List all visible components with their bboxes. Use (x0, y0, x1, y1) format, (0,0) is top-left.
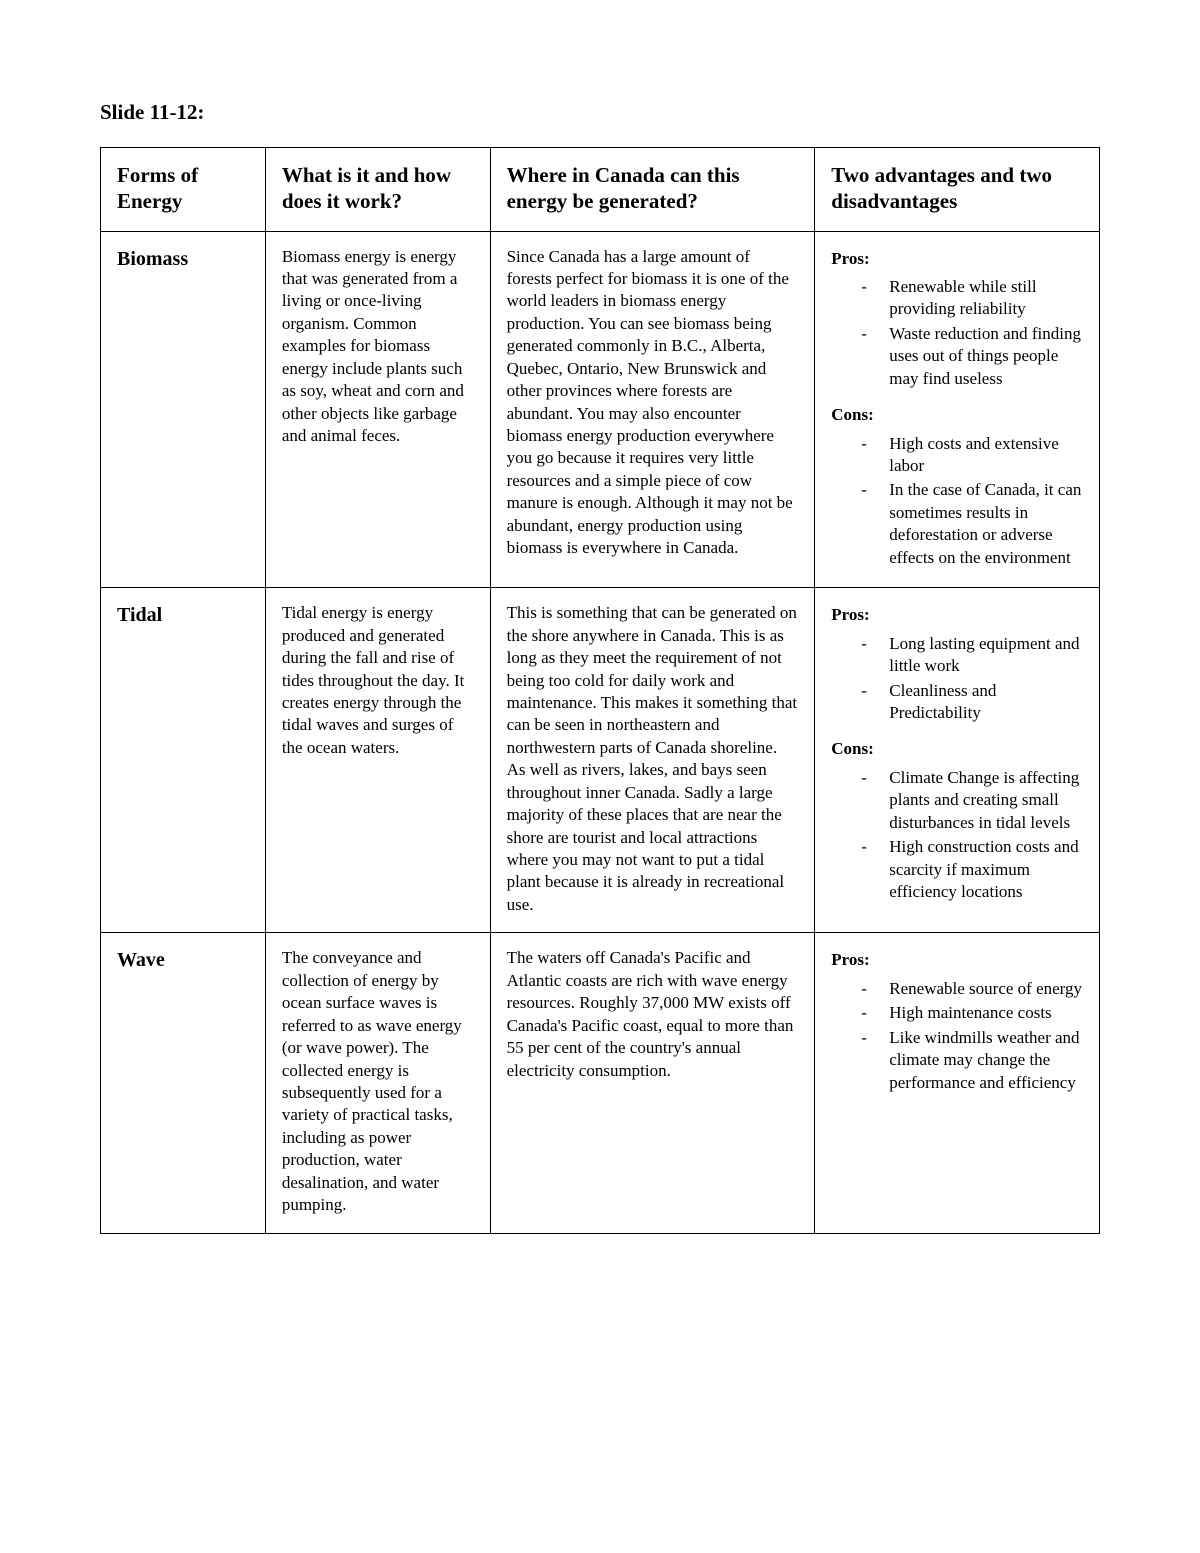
header-where: Where in Canada can this energy be gener… (490, 148, 815, 232)
pros-label: Pros: (831, 604, 1083, 626)
pros-list: Renewable while still providing reliabil… (831, 276, 1083, 390)
list-item: Climate Change is affecting plants and c… (861, 767, 1083, 834)
table-row: Wave The conveyance and collection of ene… (101, 933, 1100, 1233)
cell-advantages: Pros: Long lasting equipment and little w… (815, 588, 1100, 933)
header-forms: Forms of Energy (101, 148, 266, 232)
energy-name: Wave (117, 949, 165, 971)
row-label: Biomass (101, 231, 266, 588)
list-item: In the case of Canada, it can sometimes … (861, 479, 1083, 569)
list-item: High construction costs and scarcity if … (861, 836, 1083, 903)
cons-list: Climate Change is affecting plants and c… (831, 767, 1083, 904)
pros-label: Pros: (831, 949, 1083, 971)
cell-where: The waters off Canada's Pacific and Atla… (490, 933, 815, 1233)
energy-table: Forms of Energy What is it and how does … (100, 147, 1100, 1234)
pros-list: Long lasting equipment and little workCl… (831, 633, 1083, 725)
table-row: Tidal Tidal energy is energy produced and… (101, 588, 1100, 933)
list-item: Long lasting equipment and little work (861, 633, 1083, 678)
cons-label: Cons: (831, 738, 1083, 760)
cell-what: Tidal energy is energy produced and gene… (265, 588, 490, 933)
row-label: Tidal (101, 588, 266, 933)
page-title: Slide 11-12: (100, 100, 1100, 125)
header-what: What is it and how does it work? (265, 148, 490, 232)
list-item: Cleanliness and Predictability (861, 680, 1083, 725)
cell-advantages: Pros: Renewable source of energyHigh main… (815, 933, 1100, 1233)
cell-advantages: Pros: Renewable while still providing rel… (815, 231, 1100, 588)
list-item: High costs and extensive labor (861, 433, 1083, 478)
row-label: Wave (101, 933, 266, 1233)
list-item: Renewable while still providing reliabil… (861, 276, 1083, 321)
table-row: Biomass Biomass energy is energy that was… (101, 231, 1100, 588)
document-page: Slide 11-12: Forms of Energy What is it … (0, 0, 1200, 1553)
cell-what: Biomass energy is energy that was genera… (265, 231, 490, 588)
list-item: High maintenance costs (861, 1002, 1083, 1024)
energy-name: Tidal (117, 604, 162, 626)
list-item: Renewable source of energy (861, 978, 1083, 1000)
pros-label: Pros: (831, 248, 1083, 270)
header-advantages: Two advantages and two disadvantages (815, 148, 1100, 232)
cons-label: Cons: (831, 404, 1083, 426)
cons-list: High costs and extensive laborIn the cas… (831, 433, 1083, 570)
cell-where: Since Canada has a large amount of fores… (490, 231, 815, 588)
pros-list: Renewable source of energyHigh maintenan… (831, 978, 1083, 1094)
cell-where: This is something that can be generated … (490, 588, 815, 933)
table-header-row: Forms of Energy What is it and how does … (101, 148, 1100, 232)
list-item: Waste reduction and finding uses out of … (861, 323, 1083, 390)
list-item: Like windmills weather and climate may c… (861, 1027, 1083, 1094)
cell-what: The conveyance and collection of energy … (265, 933, 490, 1233)
energy-name: Biomass (117, 248, 188, 270)
